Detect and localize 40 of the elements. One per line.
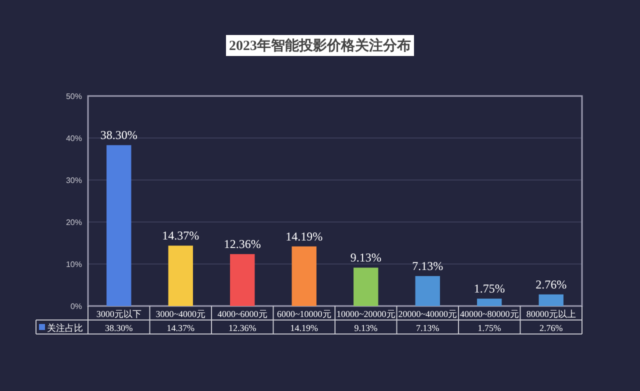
y-tick-label: 10%	[66, 260, 82, 269]
bar	[415, 276, 440, 306]
bar	[538, 294, 564, 306]
data-label: 14.37%	[166, 323, 195, 333]
text: 2.76%	[536, 277, 567, 292]
text: 14.37%	[162, 228, 200, 243]
bar	[292, 246, 316, 306]
x-tick-label: 20000~40000元	[398, 309, 458, 319]
data-label: 2.76%	[540, 323, 564, 333]
legend-label: 关注占比	[47, 323, 83, 333]
x-tick-label: 10000~20000元	[336, 309, 396, 319]
bar	[106, 145, 132, 306]
y-tick-label: 30%	[66, 176, 82, 185]
data-label: 9.13%	[354, 323, 378, 333]
x-tick-label: 80000元以上	[526, 309, 576, 319]
y-tick-label: 40%	[66, 134, 82, 143]
x-tick-label: 3000元以下	[96, 309, 142, 319]
text: 38.30%	[100, 128, 138, 142]
x-tick-label: 3000~4000元	[156, 309, 206, 319]
data-label: 14.19%	[290, 323, 318, 333]
bar	[230, 254, 255, 306]
text: 1.75%	[474, 282, 505, 296]
bar	[477, 298, 502, 306]
x-tick-label: 6000~10000元	[276, 309, 332, 319]
text: 9.13%	[350, 250, 382, 265]
text: 14.19%	[286, 229, 323, 244]
chart-title: 2023年智能投影价格关注分布	[229, 37, 411, 54]
data-label: 1.75%	[478, 323, 502, 333]
bar	[168, 246, 193, 306]
data-label: 38.30%	[105, 323, 134, 333]
data-label: 12.36%	[228, 323, 257, 333]
y-tick-label: 0%	[70, 302, 82, 311]
text: 7.13%	[412, 259, 444, 274]
text: 12.36%	[224, 237, 261, 252]
bar	[354, 268, 378, 306]
data-label: 7.13%	[416, 323, 440, 333]
y-tick-label: 20%	[66, 218, 82, 227]
x-tick-label: 4000~6000元	[217, 309, 268, 319]
y-tick-label: 50%	[66, 92, 82, 101]
x-tick-label: 40000~80000元	[460, 309, 519, 319]
